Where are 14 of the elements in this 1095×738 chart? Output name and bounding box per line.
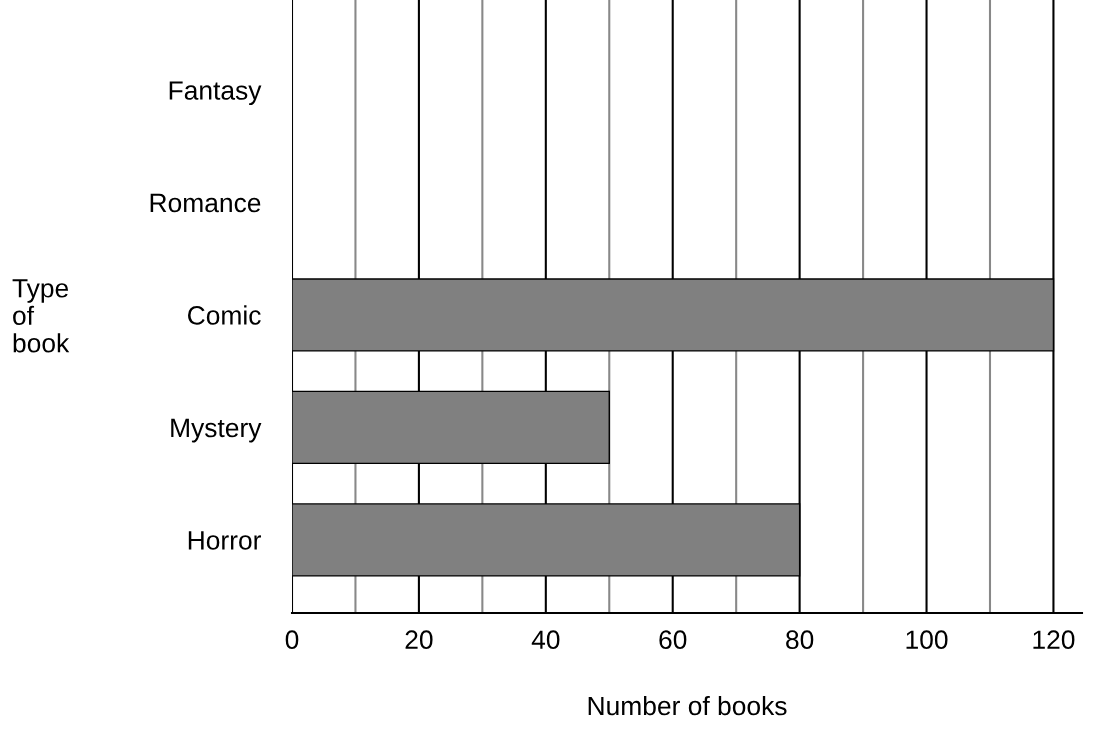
x-tick-label: 60 [659,630,687,650]
x-tick-label: 100 [906,630,948,650]
x-tick-label: 0 [285,630,299,650]
y-axis-title: Type of book [12,279,70,353]
y-tick-label: Mystery [171,418,262,443]
x-tick-label: 40 [531,630,560,650]
y-tick-label: Fantasy [169,81,262,106]
x-tick-label: 120 [1033,630,1075,650]
y-tick-label: Comic [188,305,261,325]
y-tick-label: Horror [188,531,262,550]
x-axis-title: Number of books [588,695,787,716]
y-tick-label: Romance [150,193,261,213]
x-tick-label: 80 [786,630,814,650]
x-tick-label: 20 [405,630,433,650]
